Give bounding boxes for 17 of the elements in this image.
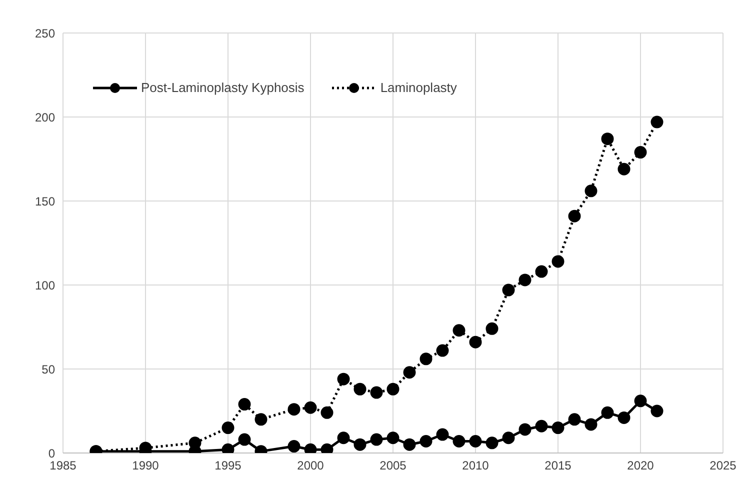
x-tick-label: 2000 <box>297 458 324 473</box>
x-tick-label: 2015 <box>544 458 572 473</box>
y-tick-label: 0 <box>48 446 56 460</box>
x-tick-label: 2010 <box>462 458 490 473</box>
y-tick-label: 250 <box>34 26 56 40</box>
x-tick-label: 1990 <box>132 458 160 473</box>
y-tick-label: 200 <box>34 110 56 124</box>
x-tick-label: 2005 <box>380 458 407 473</box>
y-tick-label: 100 <box>34 278 56 292</box>
x-tick-label: 1995 <box>214 458 242 473</box>
x-tick-label: 2020 <box>627 458 654 473</box>
x-tick-label: 2025 <box>710 458 737 473</box>
y-tick-label: 50 <box>42 362 56 376</box>
x-tick-label: 1985 <box>50 458 77 473</box>
y-tick-label: 150 <box>34 194 56 208</box>
legend-label: Post-Laminoplasty Kyphosis <box>140 80 304 95</box>
legend-label: Laminoplasty <box>379 80 457 95</box>
